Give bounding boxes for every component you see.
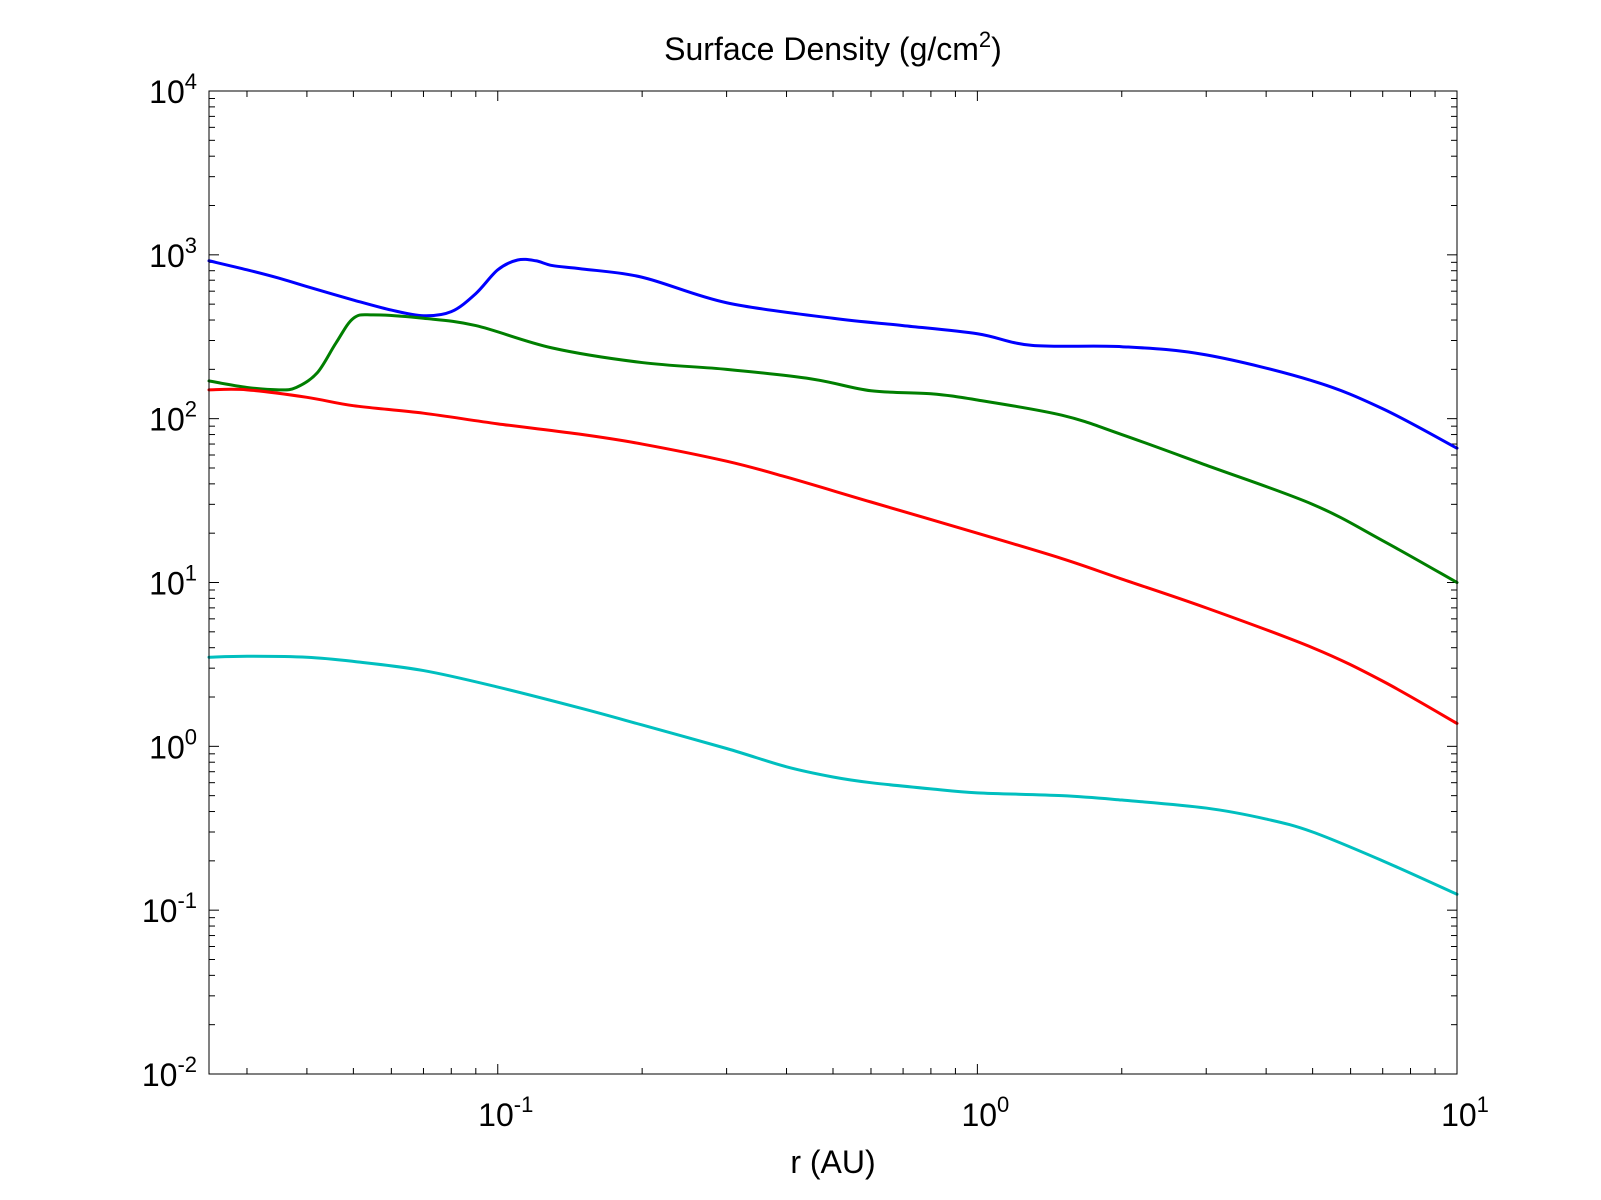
y-tick-base: 10	[149, 729, 185, 765]
y-tick-exponent: 0	[185, 724, 197, 749]
y-tick-base: 10	[142, 1057, 178, 1093]
series-group	[207, 257, 1459, 896]
x-tick-exponent: -1	[514, 1092, 534, 1117]
minor-ticks	[209, 91, 1457, 1074]
y-tick-base: 10	[149, 402, 185, 438]
y-tick-base: 10	[142, 893, 178, 929]
y-tick-base: 10	[149, 238, 185, 274]
series-line-red	[207, 387, 1459, 725]
y-tick-exponent: 3	[185, 233, 197, 258]
x-tick-base: 10	[478, 1097, 514, 1133]
series-line-cyan	[207, 654, 1459, 896]
y-tick-base: 10	[149, 74, 185, 110]
x-tick-base: 10	[961, 1097, 997, 1133]
x-tick-base: 10	[1441, 1097, 1477, 1133]
x-axis-label: r (AU)	[790, 1144, 875, 1180]
series-line-blue	[207, 257, 1459, 450]
y-tick-exponent: -1	[177, 888, 197, 913]
x-tick-label: 101	[1441, 1092, 1489, 1133]
y-tick-exponent: 2	[185, 397, 197, 422]
y-tick-exponent: 1	[185, 561, 197, 586]
y-tick-base: 10	[149, 566, 185, 602]
y-tick-label: 102	[149, 397, 197, 438]
plot-frame	[208, 90, 1458, 1075]
y-tick-label: 10-2	[142, 1052, 197, 1093]
chart-title-end: )	[991, 31, 1002, 67]
chart-title-main: Surface Density (g/cm	[664, 31, 979, 67]
series-line-green	[207, 313, 1459, 584]
y-tick-label: 100	[149, 724, 197, 765]
y-tick-label: 10-1	[142, 888, 197, 929]
chart-title: Surface Density (g/cm2)	[664, 27, 1002, 67]
x-tick-label: 100	[961, 1092, 1009, 1133]
y-tick-exponent: -2	[177, 1052, 197, 1077]
chart-title-superscript: 2	[979, 27, 991, 52]
y-tick-label: 104	[149, 69, 197, 110]
x-tick-labels: 10-1 100 101	[478, 1092, 1489, 1133]
x-tick-label: 10-1	[478, 1092, 533, 1133]
x-tick-exponent: 1	[1477, 1092, 1489, 1117]
y-tick-label: 103	[149, 233, 197, 274]
y-tick-label: 101	[149, 561, 197, 602]
y-tick-exponent: 4	[185, 69, 197, 94]
x-tick-exponent: 0	[997, 1092, 1009, 1117]
